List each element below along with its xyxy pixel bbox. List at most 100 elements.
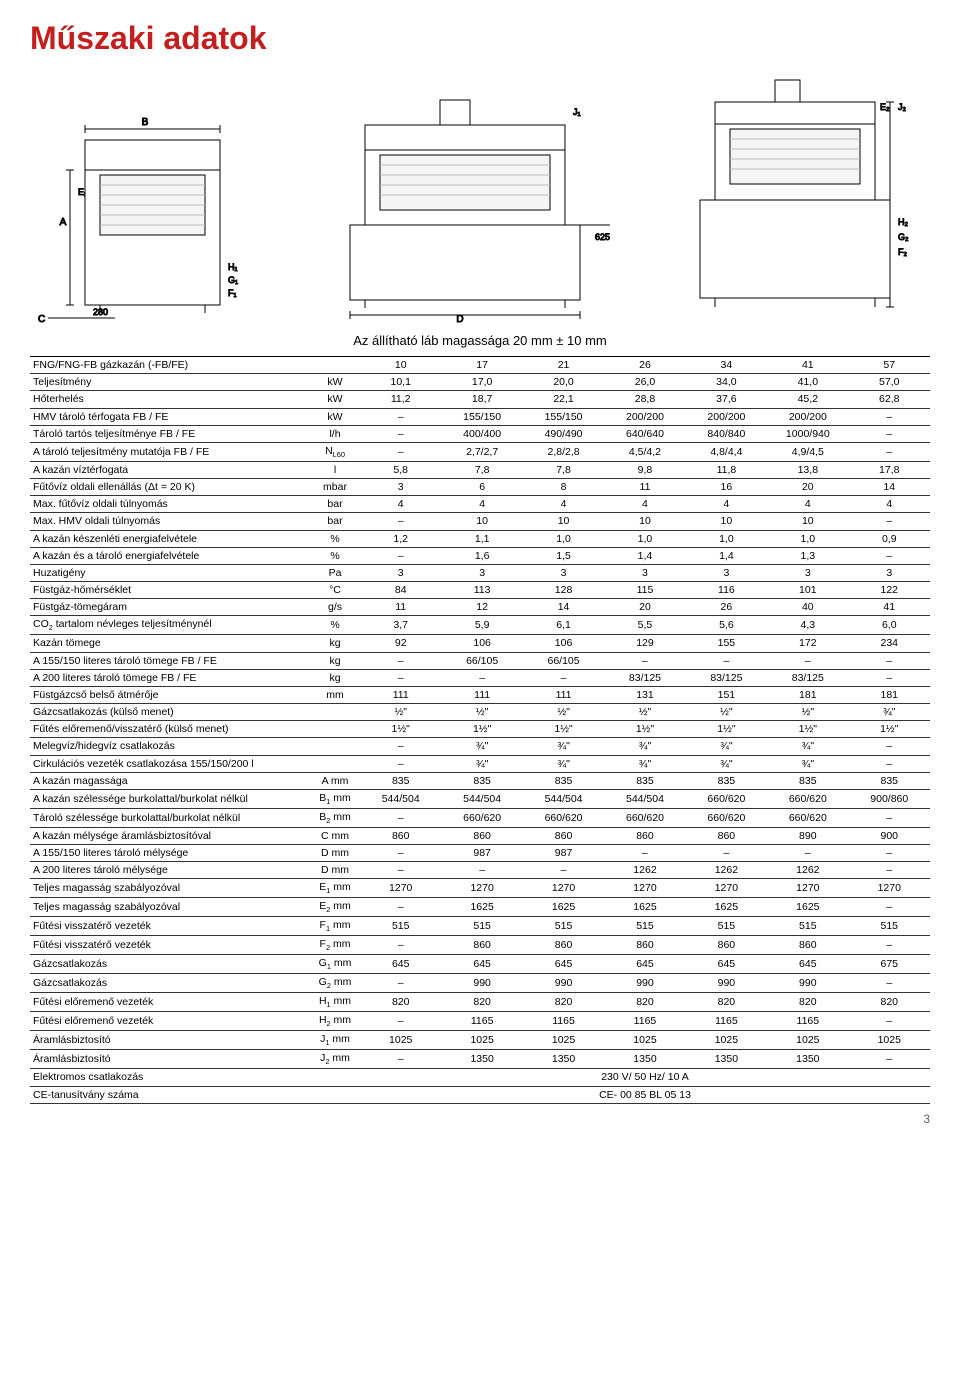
table-row: Fűtés előremenő/visszatérő (külső menet)…	[30, 721, 930, 738]
cell-value: 10	[686, 513, 767, 530]
cell-value: 660/620	[767, 789, 848, 808]
table-row: HőterheléskW11,218,722,128,837,645,262,8	[30, 391, 930, 408]
cell-value: 660/620	[441, 808, 522, 827]
cell-value: 1350	[686, 1050, 767, 1069]
cell-unit: Pa	[310, 564, 360, 581]
cell-value: 820	[441, 993, 522, 1012]
dim-625: 625	[595, 232, 610, 242]
cell-value: 200/200	[604, 408, 685, 425]
cell-value: –	[360, 862, 441, 879]
cell-value: 1½"	[686, 721, 767, 738]
cell-value: 1165	[767, 1012, 848, 1031]
dim-C: C	[38, 314, 45, 325]
cell-value: 515	[767, 917, 848, 936]
cell-value: 17	[441, 357, 522, 374]
cell-value: 490/490	[523, 425, 604, 442]
cell-value: 83/125	[604, 669, 685, 686]
cell-value: 544/504	[523, 789, 604, 808]
cell-value: 4,5/4,2	[604, 442, 685, 461]
cell-value: 5,8	[360, 461, 441, 478]
cell-value: 645	[604, 955, 685, 974]
cell-value: 1½"	[604, 721, 685, 738]
cell-value: 515	[849, 917, 930, 936]
cell-value: 835	[523, 772, 604, 789]
cell-unit: mm	[310, 686, 360, 703]
table-row: A kazán víztérfogatal5,87,87,89,811,813,…	[30, 461, 930, 478]
cell-value: 106	[441, 635, 522, 652]
cell-value: 66/105	[441, 652, 522, 669]
cell-unit	[310, 357, 360, 374]
cell-value: 544/504	[604, 789, 685, 808]
cell-value: ¾"	[441, 755, 522, 772]
specs-table: FNG/FNG-FB gázkazán (-FB/FE)101721263441…	[30, 356, 930, 1104]
cell-value: 14	[849, 479, 930, 496]
cell-unit: kW	[310, 374, 360, 391]
cell-value: 1165	[604, 1012, 685, 1031]
cell-unit	[310, 721, 360, 738]
cell-value: 1,2	[360, 530, 441, 547]
cell-value: 128	[523, 582, 604, 599]
dim-D: D	[456, 314, 463, 325]
cell-label: Gázcsatlakozás (külső menet)	[30, 704, 310, 721]
cell-label: Tároló szélessége burkolattal/burkolat n…	[30, 808, 310, 827]
cell-value: 1,6	[441, 547, 522, 564]
cell-value: 4	[604, 496, 685, 513]
cell-value: 14	[523, 599, 604, 616]
cell-value: –	[360, 547, 441, 564]
cell-value: 181	[767, 686, 848, 703]
cell-label: Gázcsatlakozás	[30, 955, 310, 974]
cell-value: 10	[360, 357, 441, 374]
cell-value: 515	[441, 917, 522, 936]
cell-unit: D mm	[310, 845, 360, 862]
cell-value: –	[849, 974, 930, 993]
cell-value: 10	[767, 513, 848, 530]
cell-value: 111	[523, 686, 604, 703]
table-row: Füstgáz-tömegáramg/s11121420264041	[30, 599, 930, 616]
cell-value: 13,8	[767, 461, 848, 478]
cell-value: 3,7	[360, 616, 441, 635]
cell-value: –	[767, 652, 848, 669]
cell-value: 6	[441, 479, 522, 496]
cell-value: 1,0	[686, 530, 767, 547]
cell-value: 10,1	[360, 374, 441, 391]
cell-value: 1025	[441, 1031, 522, 1050]
cell-value: 3	[441, 564, 522, 581]
cell-value: 106	[523, 635, 604, 652]
cell-value: 4,8/4,4	[686, 442, 767, 461]
cell-value: –	[686, 845, 767, 862]
table-row: Fűtési visszatérő vezetékF2 mm–860860860…	[30, 936, 930, 955]
cell-value: 860	[686, 936, 767, 955]
cell-value: –	[360, 808, 441, 827]
cell-value: 34,0	[686, 374, 767, 391]
dim-A: A	[60, 217, 67, 228]
cell-value: 3	[686, 564, 767, 581]
cell-unit: NL60	[310, 442, 360, 461]
cell-unit: bar	[310, 496, 360, 513]
cell-label: A tároló teljesítmény mutatója FB / FE	[30, 442, 310, 461]
cell-unit: E2 mm	[310, 898, 360, 917]
cell-label: Max. HMV oldali túlnyomás	[30, 513, 310, 530]
cell-unit: E1 mm	[310, 879, 360, 898]
cell-value: 11,2	[360, 391, 441, 408]
cell-value: ¾"	[523, 738, 604, 755]
cell-value: 990	[441, 974, 522, 993]
cell-label: Áramlásbiztosító	[30, 1050, 310, 1069]
cell-value: 57	[849, 357, 930, 374]
cell-value: 1625	[604, 898, 685, 917]
cell-value: 860	[441, 936, 522, 955]
cell-value: –	[360, 513, 441, 530]
cell-value: 4,9/4,5	[767, 442, 848, 461]
cell-value: –	[360, 755, 441, 772]
cell-unit: %	[310, 547, 360, 564]
cell-value: 820	[767, 993, 848, 1012]
cell-value: –	[849, 738, 930, 755]
cell-value: 835	[604, 772, 685, 789]
cell-value: –	[849, 1050, 930, 1069]
table-row: A kazán készenléti energiafelvétele%1,21…	[30, 530, 930, 547]
cell-value: 172	[767, 635, 848, 652]
cell-value: 83/125	[767, 669, 848, 686]
cell-value: 3	[604, 564, 685, 581]
cell-value: 8	[523, 479, 604, 496]
cell-value: 1270	[767, 879, 848, 898]
cell-value: –	[604, 845, 685, 862]
